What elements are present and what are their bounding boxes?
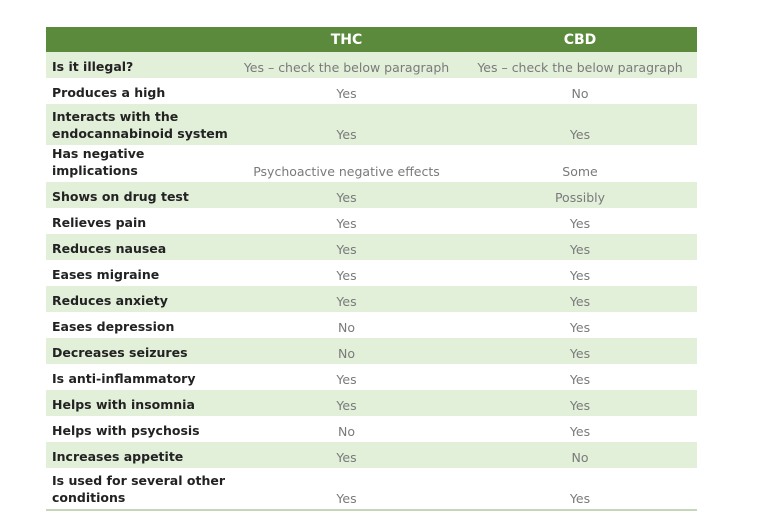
cbd-value: Yes [569, 216, 591, 231]
table-row: Reduces nausea Yes Yes [46, 234, 697, 260]
thc-value: Yes [230, 390, 463, 416]
thc-value: Yes [230, 182, 463, 208]
row-label: Is anti-inflammatory [52, 371, 196, 386]
cbd-value: Yes [569, 424, 591, 439]
cbd-value: Yes – check the below paragraph [463, 52, 697, 78]
row-label: Is it illegal? [46, 52, 230, 78]
header-thc: THC [230, 27, 463, 52]
row-label: Interacts with the endocannabinoid syste… [46, 104, 230, 145]
table-row: Decreases seizures No Yes [46, 338, 697, 364]
thc-value: No [338, 320, 355, 335]
row-label: Helps with psychosis [52, 423, 200, 438]
table-row: Increases appetite Yes No [46, 442, 697, 468]
thc-value: Yes [336, 216, 357, 231]
table-row: Interacts with the endocannabinoid syste… [46, 104, 697, 145]
cbd-value: Yes [463, 234, 697, 260]
table-row: Shows on drug test Yes Possibly [46, 182, 697, 208]
cbd-value: Yes [463, 468, 697, 511]
table-row: Helps with insomnia Yes Yes [46, 390, 697, 416]
thc-value: Psychoactive negative effects [253, 164, 440, 179]
cbd-value: Some [562, 164, 598, 179]
thc-value: Yes [230, 468, 463, 511]
cbd-value: No [571, 86, 589, 101]
table-row: Is anti-inflammatory Yes Yes [46, 364, 697, 390]
cbd-value: Yes [569, 320, 591, 335]
cbd-value: Possibly [463, 182, 697, 208]
header-row: THC CBD [46, 27, 697, 52]
thc-value: Yes [336, 372, 357, 387]
thc-value: No [230, 338, 463, 364]
cbd-value: Yes [463, 104, 697, 145]
thc-value: No [338, 424, 355, 439]
row-label: Reduces nausea [46, 234, 230, 260]
row-label: Decreases seizures [46, 338, 230, 364]
table-row: Is it illegal? Yes – check the below para… [46, 52, 697, 78]
row-label: Reduces anxiety [46, 286, 230, 312]
row-label: Is used for several other conditions [46, 468, 230, 511]
header-cbd: CBD [463, 27, 697, 52]
row-label: Helps with insomnia [46, 390, 230, 416]
table-row: Has negative implications Psychoactive ne… [46, 145, 697, 182]
thc-value: Yes [336, 86, 357, 101]
table-row: Eases depression No Yes [46, 312, 697, 338]
cbd-value: No [463, 442, 697, 468]
thc-value: Yes [336, 268, 357, 283]
header-label [46, 27, 230, 52]
cbd-value: Yes [569, 268, 591, 283]
table-row: Helps with psychosis No Yes [46, 416, 697, 442]
thc-value: Yes [230, 286, 463, 312]
row-label: Relieves pain [52, 215, 147, 230]
thc-value: Yes [230, 234, 463, 260]
thc-cbd-comparison-table: THC CBD Is it illegal? Yes – check the be… [46, 27, 697, 511]
cbd-value: Yes [463, 338, 697, 364]
row-label: Has negative implications [52, 146, 145, 178]
row-label: Produces a high [52, 85, 166, 100]
row-label: Increases appetite [46, 442, 230, 468]
table-row: Eases migraine Yes Yes [46, 260, 697, 286]
thc-value: Yes [230, 104, 463, 145]
cbd-value: Yes [569, 372, 591, 387]
row-label: Eases migraine [52, 267, 160, 282]
table-row: Produces a high Yes No [46, 78, 697, 104]
row-label: Eases depression [52, 319, 175, 334]
thc-value: Yes [230, 442, 463, 468]
thc-value: Yes – check the below paragraph [230, 52, 463, 78]
table-row: Is used for several other conditions Yes Y… [46, 468, 697, 511]
table-row: Relieves pain Yes Yes [46, 208, 697, 234]
cbd-value: Yes [463, 390, 697, 416]
row-label: Shows on drug test [46, 182, 230, 208]
cbd-value: Yes [463, 286, 697, 312]
table-row: Reduces anxiety Yes Yes [46, 286, 697, 312]
